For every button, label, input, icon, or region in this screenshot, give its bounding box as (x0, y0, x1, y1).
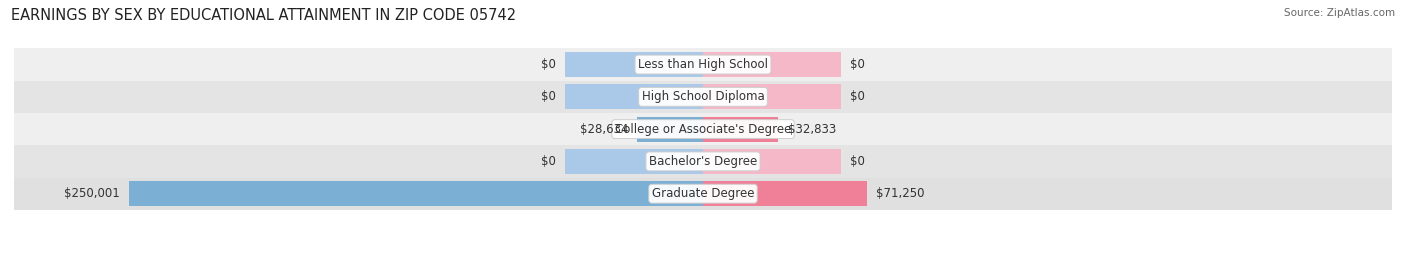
Bar (703, 181, 866, 206)
Text: $0: $0 (851, 155, 865, 168)
Text: EARNINGS BY SEX BY EDUCATIONAL ATTAINMENT IN ZIP CODE 05742: EARNINGS BY SEX BY EDUCATIONAL ATTAINMEN… (11, 8, 516, 23)
Bar (565, 52, 703, 77)
Bar (637, 116, 703, 142)
Text: Less than High School: Less than High School (638, 58, 768, 71)
Bar (703, 149, 841, 174)
Text: $0: $0 (851, 90, 865, 103)
Bar (14, 48, 1392, 81)
Text: $32,833: $32,833 (787, 123, 835, 136)
Text: $0: $0 (541, 155, 555, 168)
Text: $28,634: $28,634 (579, 123, 628, 136)
Text: College or Associate's Degree: College or Associate's Degree (614, 123, 792, 136)
Bar (14, 178, 1392, 210)
Bar (703, 84, 841, 109)
Text: $71,250: $71,250 (876, 187, 924, 200)
Bar (14, 81, 1392, 113)
Text: $0: $0 (851, 58, 865, 71)
Text: High School Diploma: High School Diploma (641, 90, 765, 103)
Bar (703, 52, 841, 77)
Text: $0: $0 (541, 58, 555, 71)
Text: $250,001: $250,001 (63, 187, 120, 200)
Text: Graduate Degree: Graduate Degree (652, 187, 754, 200)
Text: $0: $0 (541, 90, 555, 103)
Bar (565, 149, 703, 174)
Text: Bachelor's Degree: Bachelor's Degree (650, 155, 756, 168)
Text: Source: ZipAtlas.com: Source: ZipAtlas.com (1284, 8, 1395, 18)
Bar (129, 181, 703, 206)
Bar (14, 113, 1392, 145)
Bar (703, 116, 779, 142)
Bar (565, 84, 703, 109)
Bar (14, 145, 1392, 178)
